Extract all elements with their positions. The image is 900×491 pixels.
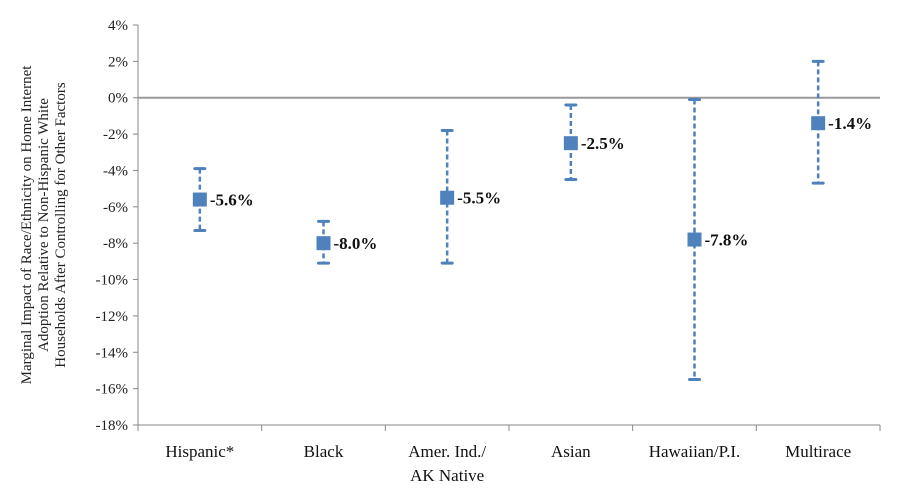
y-tick-label: 0%: [108, 91, 128, 107]
y-axis-ticks: 4% 2% 0% -2% -4% -6% -8% -10% -12% -14% -16% -18%: [96, 18, 138, 434]
x-axis-categories: Hispanic* Black Amer. Ind./AK Native Asian H…: [165, 442, 851, 485]
x-category-label: Amer. Ind./AK Native: [408, 442, 486, 485]
data-label: -5.6%: [210, 191, 254, 210]
data-label: -7.8%: [705, 231, 749, 250]
data-label: -1.4%: [828, 114, 872, 133]
y-tick-label: -14%: [96, 345, 129, 361]
data-marks: -5.6% -8.0% -5.5% -2.5% -7.8% -1.4%: [192, 59, 872, 382]
y-axis-title: Marginal Impact of Race/Ethnicity on Hom…: [19, 65, 69, 385]
data-point-marker: [192, 192, 207, 207]
x-category-label: Hawaiian/P.I.: [649, 442, 741, 461]
data-point-marker: [563, 136, 578, 151]
y-tick-label: -4%: [103, 163, 128, 179]
data-label: -2.5%: [581, 134, 625, 153]
y-tick-label: 4%: [108, 18, 128, 34]
y-tick-label: -10%: [96, 273, 129, 289]
data-point-marker: [811, 116, 826, 131]
axes: [137, 25, 881, 431]
y-tick-label: -12%: [96, 309, 129, 325]
y-tick-label: -2%: [103, 127, 128, 143]
x-category-label: Multirace: [785, 442, 851, 461]
y-axis-title-text: Marginal Impact of Race/Ethnicity on Hom…: [19, 65, 69, 385]
data-point-marker: [316, 236, 331, 251]
y-tick-label: -8%: [103, 236, 128, 252]
y-tick-label: -6%: [103, 200, 128, 216]
x-category-label: Hispanic*: [165, 442, 234, 461]
x-category-label: Asian: [551, 442, 591, 461]
data-label: -5.5%: [457, 189, 501, 208]
y-tick-label: -18%: [96, 418, 129, 434]
data-point-marker: [687, 232, 702, 247]
y-tick-label: -16%: [96, 382, 129, 398]
data-point-marker: [440, 190, 455, 205]
data-label: -8.0%: [334, 234, 378, 253]
x-category-label: Black: [304, 442, 344, 461]
y-tick-label: 2%: [108, 54, 128, 70]
